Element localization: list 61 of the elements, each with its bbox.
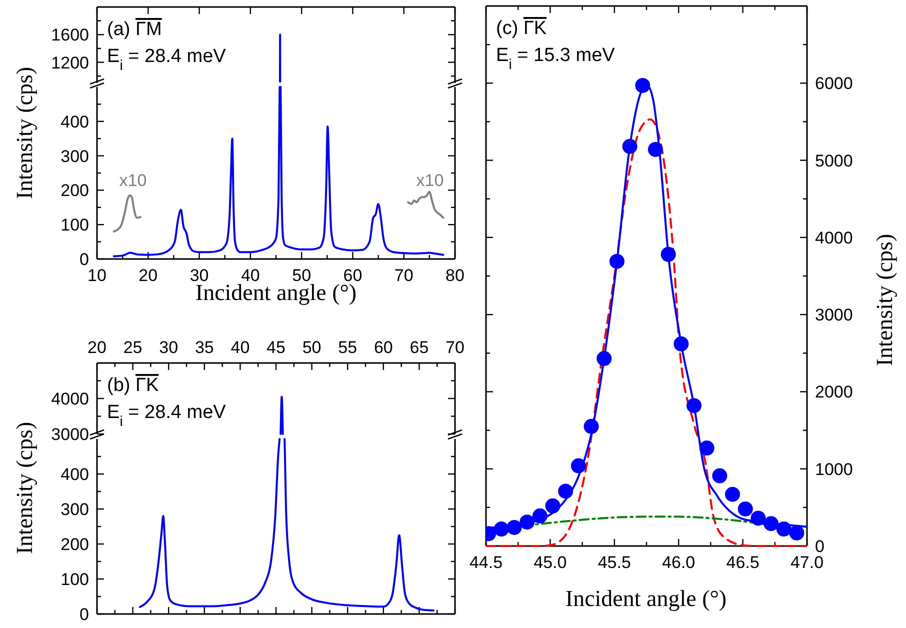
x-tick-label: 10	[88, 266, 106, 285]
x-axis-title: Incident angle (°)	[565, 586, 727, 611]
y-tick-label: 0	[815, 537, 824, 556]
y-tick-label: 0	[80, 250, 89, 269]
x-tick-label: 45.5	[598, 553, 631, 572]
x-tick-label: 65	[410, 338, 429, 357]
x-tick-label: 70	[394, 266, 414, 285]
y-tick-label: 0	[80, 605, 89, 624]
y-tick-label: 200	[60, 535, 89, 554]
x-tick-label: 47.0	[790, 553, 824, 572]
annotation: x10	[119, 171, 147, 190]
point	[789, 525, 804, 540]
x-tick-label: 30	[159, 338, 178, 357]
y-tick-label: 200	[60, 181, 89, 200]
point	[712, 468, 728, 484]
line-series	[112, 194, 142, 232]
y-axis-title: Intensity (cps)	[12, 422, 37, 554]
y-tick-label: 1200	[51, 53, 89, 72]
y-tick-label: 100	[60, 570, 89, 589]
x-tick-label: 35	[194, 338, 214, 357]
text: E$_{i}$ = 28.4 meV	[107, 46, 226, 74]
y-tick-label: 1600	[51, 26, 89, 45]
text: (c) ΓK	[496, 18, 547, 39]
line-series	[406, 190, 444, 219]
y-axis-title: Intensity (cps)	[872, 234, 897, 366]
x-tick-label: 25	[123, 338, 142, 357]
y-tick-label: 4000	[815, 228, 853, 248]
x-tick-label: 45	[266, 338, 286, 357]
y-tick-label: 5000	[815, 151, 853, 170]
x-tick-label: 55	[338, 338, 358, 357]
annotation: x10	[416, 171, 444, 190]
x-tick-label: 20	[138, 266, 158, 285]
x-tick-label: 46.5	[726, 553, 760, 572]
y-tick-label: 1000	[815, 460, 853, 479]
text: E$_{i}$ = 28.4 meV	[107, 402, 226, 430]
point	[699, 440, 714, 456]
point	[738, 501, 753, 516]
x-tick-label: 80	[446, 266, 464, 285]
y-tick-label: 4000	[51, 390, 89, 408]
x-tick-label: 60	[374, 338, 393, 357]
x-tick-label: 40	[230, 338, 250, 357]
text: E$_{i}$ = 15.3 meV	[496, 45, 616, 73]
y-tick-label: 3000	[815, 306, 853, 325]
y-tick-label: 100	[60, 216, 89, 235]
x-tick-label: 44.5	[469, 553, 503, 572]
text: (a) ΓM	[107, 19, 162, 40]
x-tick-label: 20	[88, 338, 106, 357]
y-tick-label: 300	[60, 146, 89, 166]
x-tick-label: 70	[446, 338, 464, 357]
y-tick-label: 300	[60, 500, 89, 519]
y-tick-label: 400	[60, 112, 89, 132]
point	[725, 486, 740, 502]
x-tick-label: 45.0	[534, 553, 567, 572]
y-axis-title: Intensity (cps)	[12, 66, 37, 200]
text: (b) ΓK	[107, 375, 159, 396]
y-tick-label: 3000	[51, 425, 89, 444]
x-tick-label: 46.0	[662, 553, 696, 572]
x-tick-label: 50	[302, 338, 322, 357]
y-tick-label: 400	[60, 465, 89, 484]
y-tick-label: 6000	[815, 74, 853, 94]
y-tick-label: 2000	[815, 382, 853, 402]
